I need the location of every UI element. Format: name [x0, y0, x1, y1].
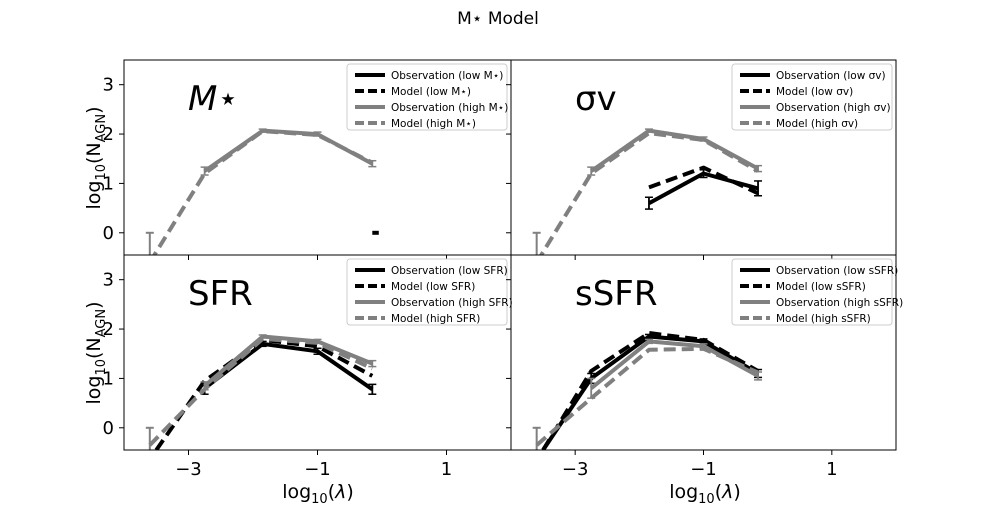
- svg-text:log10(NAGN): log10(NAGN): [83, 106, 109, 209]
- x-tick-label: −3: [562, 459, 589, 480]
- y-tick-label: 1: [103, 173, 114, 194]
- y-tick-label: 2: [103, 124, 114, 145]
- svg-text:log10(λ): log10(λ): [282, 481, 354, 506]
- series-line-high-solid: [589, 339, 759, 390]
- y-tick-label: 1: [103, 368, 114, 389]
- legend-label: Model (low sSFR): [776, 281, 866, 293]
- figure-title: M⋆ Model: [457, 9, 539, 29]
- x-tick-label: 1: [826, 459, 837, 480]
- plot-area-mstar: [145, 128, 379, 255]
- x-tick-label: −3: [175, 459, 202, 480]
- x-tick-label: 1: [441, 459, 452, 480]
- series-line-low-dashed: [648, 165, 759, 196]
- x-axis-label-left: log10(λ): [282, 481, 354, 506]
- y-tick-label: 0: [103, 418, 114, 439]
- legend-label: Observation (high M⋆): [391, 102, 508, 114]
- svg-text:log10(λ): log10(λ): [669, 481, 741, 506]
- legend-label: Model (low M⋆): [391, 86, 471, 98]
- y-tick-label: 0: [103, 223, 114, 244]
- panel-sfr: −3 −1 1 0 1 2 3 SFR Observation (low SFR) Model (…: [103, 254, 513, 480]
- panel-label: SFR: [188, 274, 253, 314]
- upper-limit-marker: [532, 231, 541, 255]
- y-axis-label-top: log10(NAGN): [83, 106, 109, 209]
- legend: Observation (low σv) Model (low σv) Observ…: [731, 63, 893, 131]
- legend-label: Observation (low M⋆): [391, 70, 503, 82]
- legend-label: Model (high σv): [776, 118, 858, 130]
- plot-area-sfr: [145, 334, 377, 450]
- series-line-low-dashed: [541, 331, 759, 450]
- panel-label: M⋆: [188, 79, 239, 119]
- x-tick-label: −1: [690, 459, 717, 480]
- series-line-high-dashed: [152, 129, 374, 255]
- series-line-low-dashed: [154, 337, 374, 450]
- upper-limit-marker: [145, 426, 154, 450]
- panel-label: sSFR: [575, 274, 657, 314]
- legend-label: Observation (low SFR): [391, 265, 508, 277]
- legend-label: Observation (high sSFR): [776, 297, 903, 309]
- panel-mstar: 0 1 2 3 M⋆ Observation (low M⋆) Model (low M⋆)…: [103, 59, 512, 260]
- x-axis-label-right: log10(λ): [669, 481, 741, 506]
- series-line-high-dashed: [148, 336, 374, 447]
- y-tick-label: 3: [103, 270, 114, 291]
- legend-label: Observation (high σv): [776, 102, 891, 114]
- plot-area-sigma: [532, 128, 763, 255]
- legend-label: Observation (low sSFR): [776, 265, 898, 277]
- panel-label: σv: [575, 79, 617, 119]
- legend-label: Model (low σv): [776, 86, 853, 98]
- legend-label: Model (high SFR): [391, 313, 480, 325]
- error-bar: [368, 383, 377, 395]
- legend: Observation (low sSFR) Model (low sSFR) Ob…: [731, 258, 903, 326]
- panel-ssfr: −3 −1 1 sSFR Observation (low sSFR) Model (lo…: [506, 254, 903, 480]
- x-tick-label: −1: [304, 459, 331, 480]
- error-bar: [644, 338, 653, 345]
- y-tick-label: 3: [103, 75, 114, 96]
- legend-label: Model (high M⋆): [391, 118, 476, 130]
- legend-label: Model (high sSFR): [776, 313, 871, 325]
- svg-text:log10(NAGN): log10(NAGN): [83, 301, 109, 404]
- upper-limit-marker: [532, 426, 541, 450]
- y-axis-label-bottom: log10(NAGN): [83, 301, 109, 404]
- error-bar: [644, 128, 653, 133]
- legend-label: Model (low SFR): [391, 281, 475, 293]
- series-line-high-dashed: [535, 346, 759, 447]
- legend: Observation (low M⋆) Model (low M⋆) Observ…: [346, 63, 508, 131]
- plot-area-ssfr: [532, 331, 763, 450]
- legend-label: Observation (low σv): [776, 70, 886, 82]
- legend: Observation (low SFR) Model (low SFR) Obse…: [346, 258, 513, 326]
- error-bar: [644, 196, 653, 210]
- error-bar: [313, 347, 322, 355]
- error-bar: [368, 359, 377, 368]
- legend-label: Observation (high SFR): [391, 297, 513, 309]
- series-line-high-solid: [203, 128, 374, 173]
- upper-limit-marker: [145, 231, 154, 255]
- y-tick-label: 2: [103, 319, 114, 340]
- error-bar: [754, 180, 763, 197]
